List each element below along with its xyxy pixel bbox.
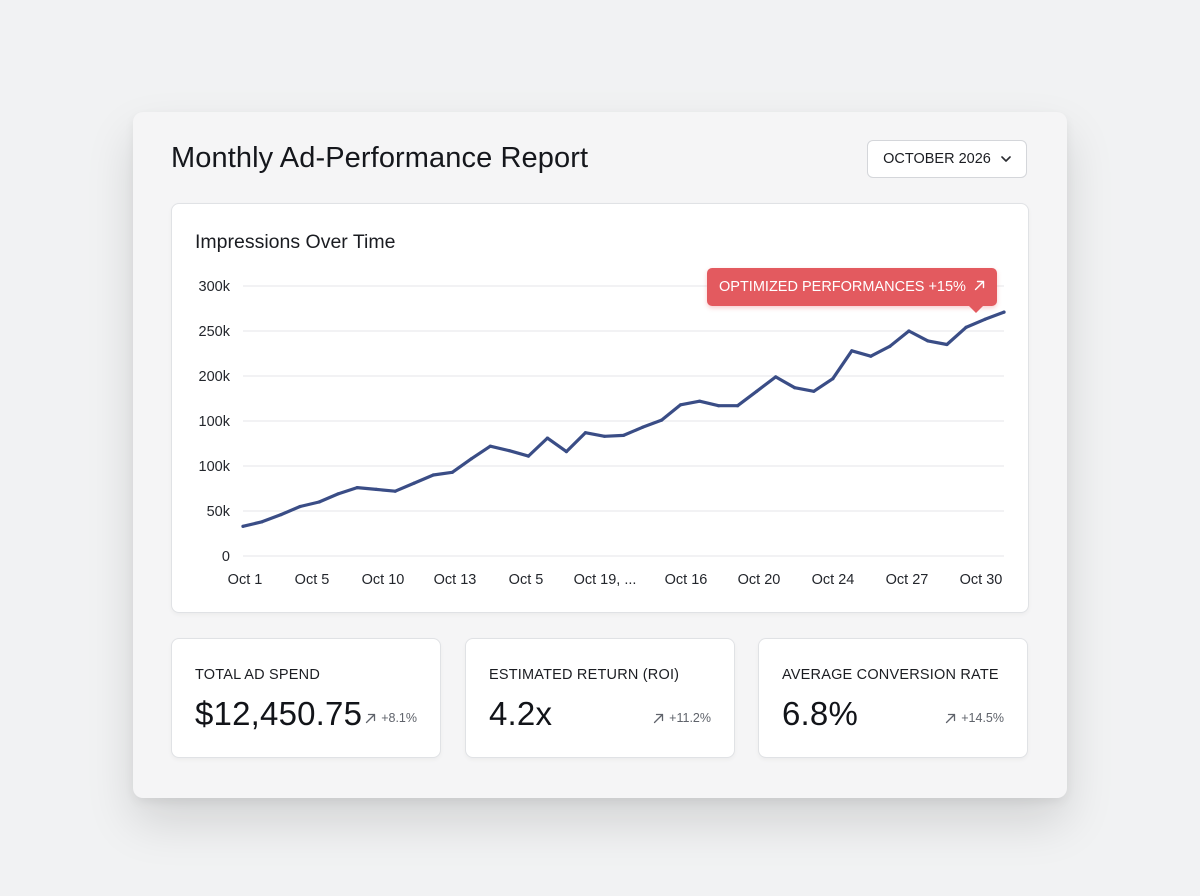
data-point [374, 487, 378, 491]
x-tick-label: Oct 5 [509, 572, 544, 588]
data-point [545, 436, 549, 440]
data-point [317, 500, 321, 504]
kpi-change-value: +14.5% [961, 711, 1004, 725]
kpi-change: +8.1% [365, 711, 417, 725]
data-point [564, 450, 568, 454]
kpi-change-value: +8.1% [381, 711, 417, 725]
kpi-card-average-conversion-rate: AVERAGE CONVERSION RATE 6.8% +14.5% [758, 638, 1028, 758]
impressions-line-chart: 0 50k 100k 100k 200k 250k 300k Oct 1 Oct 5 Oct 10… [199, 279, 1006, 588]
data-point [964, 325, 968, 329]
data-point [736, 404, 740, 408]
impressions-series-line [241, 310, 1006, 528]
data-point [640, 425, 645, 429]
data-point [393, 489, 397, 493]
y-tick-label: 50k [207, 504, 231, 520]
arrow-up-right-icon [653, 713, 664, 724]
data-point [850, 349, 854, 353]
data-point [907, 329, 911, 333]
data-point [507, 449, 511, 453]
data-point [945, 342, 949, 347]
data-point [660, 418, 664, 422]
x-tick-label: Oct 24 [812, 572, 855, 588]
data-point [488, 444, 492, 448]
x-tick-label: Oct 1 [228, 572, 263, 588]
kpi-change: +14.5% [945, 711, 1004, 725]
x-tick-label: Oct 30 [960, 572, 1003, 588]
data-point [336, 492, 340, 496]
y-tick-label: 100k [199, 414, 231, 430]
kpi-value: 6.8% [782, 695, 859, 732]
data-point [412, 481, 416, 485]
kpi-value: $12,450.75 [195, 695, 363, 732]
data-point [698, 399, 702, 403]
x-tick-label: Oct 20 [738, 572, 781, 588]
report-panel: Monthly Ad-Performance Report OCTOBER 20… [133, 112, 1067, 798]
data-point [888, 344, 892, 348]
data-point [983, 317, 987, 321]
data-point [583, 431, 587, 435]
kpi-change: +11.2% [653, 711, 711, 725]
data-point [831, 377, 835, 381]
y-tick-label: 0 [222, 549, 230, 565]
data-point [298, 504, 302, 509]
data-point [812, 389, 816, 393]
x-tick-label: Oct 27 [886, 572, 929, 588]
data-point [926, 339, 930, 343]
data-point [260, 520, 264, 524]
y-tick-label: 300k [199, 279, 231, 295]
callout-label: OPTIMIZED PERFORMANCES +15% [719, 279, 966, 295]
arrow-up-right-icon [974, 279, 985, 295]
x-tick-label: Oct 19, ... [574, 572, 637, 588]
optimized-performance-callout: OPTIMIZED PERFORMANCES +15% [707, 268, 997, 313]
data-point [679, 403, 683, 407]
kpi-card-total-ad-spend: TOTAL AD SPEND $12,450.75 +8.1% [171, 638, 441, 758]
kpi-value: 4.2x [489, 695, 553, 732]
data-point [755, 389, 759, 393]
arrow-up-right-icon [365, 713, 376, 724]
kpi-change-value: +11.2% [669, 711, 711, 725]
data-point [621, 433, 626, 437]
month-selector[interactable]: OCTOBER 2026 [867, 140, 1027, 178]
kpi-label: AVERAGE CONVERSION RATE [782, 667, 999, 683]
impressions-chart-card: Impressions Over Time 0 50k 100k 100k 200k 25… [171, 203, 1029, 613]
chart-title: Impressions Over Time [195, 231, 396, 253]
kpi-card-estimated-return: ESTIMATED RETURN (ROI) 4.2x +11.2% [465, 638, 735, 758]
data-point [241, 524, 245, 528]
data-point [793, 386, 797, 390]
x-tick-label: Oct 13 [434, 572, 477, 588]
y-tick-label: 200k [199, 369, 231, 385]
data-point [526, 454, 530, 458]
x-tick-label: Oct 10 [362, 572, 405, 588]
x-tick-label: Oct 5 [295, 572, 330, 588]
data-point [431, 473, 435, 477]
data-point [602, 434, 607, 438]
data-point [450, 470, 454, 474]
data-point [869, 354, 873, 358]
chevron-down-icon [1001, 156, 1011, 162]
month-selector-label: OCTOBER 2026 [883, 151, 991, 167]
data-point [355, 486, 359, 490]
data-point [774, 375, 778, 379]
data-point [717, 404, 721, 408]
page-title: Monthly Ad-Performance Report [171, 142, 589, 174]
kpi-label: ESTIMATED RETURN (ROI) [489, 667, 680, 683]
x-tick-label: Oct 16 [665, 572, 708, 588]
data-point [279, 513, 283, 517]
data-point [469, 457, 473, 461]
kpi-label: TOTAL AD SPEND [195, 667, 321, 683]
y-tick-label: 250k [199, 324, 231, 340]
data-point [1002, 310, 1006, 314]
arrow-up-right-icon [945, 713, 956, 724]
y-tick-label: 100k [199, 459, 231, 475]
